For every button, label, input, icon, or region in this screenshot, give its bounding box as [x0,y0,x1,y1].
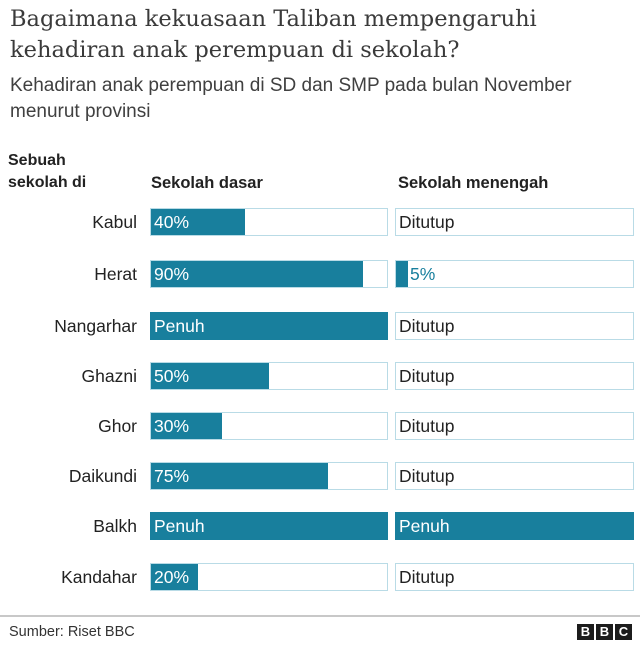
bar-fill [151,261,364,287]
bar-value-label: Ditutup [399,416,455,436]
secondary-school-bar: Ditutup [395,462,634,490]
bar-fill [151,564,199,590]
primary-school-bar: Penuh [150,512,388,540]
primary-school-bar: 75% [150,462,388,490]
secondary-school-bar: Ditutup [395,208,634,236]
primary-school-bar: 50% [150,362,388,390]
bar-fill [396,513,633,539]
primary-school-bar: 20% [150,563,388,591]
primary-school-bar: 30% [150,412,388,440]
bar-value-label: Ditutup [399,366,455,386]
bar-value-label: 5% [410,264,436,284]
footer-divider [0,615,640,617]
bar-fill [151,313,387,339]
bar-fill [151,363,269,389]
secondary-school-bar: Ditutup [395,563,634,591]
secondary-school-bar: Penuh [395,512,634,540]
secondary-school-bar: Ditutup [395,412,634,440]
chart-row: Ghazni 50% Ditutup [0,362,640,390]
bbc-logo-letter: C [615,624,632,640]
bbc-logo: B B C [577,624,632,640]
bbc-logo-letter: B [577,624,594,640]
bar-value-label: Ditutup [399,212,455,232]
chart-row: Nangarhar Penuh Ditutup [0,312,640,340]
chart-title: Bagaimana kekuasaan Taliban mempengaruhi… [10,6,537,63]
province-label: Kabul [92,212,137,232]
province-label: Herat [94,264,137,284]
bar-value-label: 50% [154,366,190,386]
primary-school-bar: Penuh [150,312,388,340]
province-label: Kandahar [61,567,137,587]
secondary-school-bar: Ditutup [395,362,634,390]
bar-value-label: Penuh [399,516,450,536]
province-label: Ghazni [81,366,137,386]
bar-fill [151,513,387,539]
bar-fill [151,463,328,489]
chart-row: Daikundi 75% Ditutup [0,462,640,490]
source-note: Sumber: Riset BBC [9,624,135,640]
chart-row: Kandahar 20% Ditutup [0,563,640,591]
bar-value-label: Penuh [154,516,205,536]
bar-value-label: Ditutup [399,466,455,486]
chart-row: Ghor 30% Ditutup [0,412,640,440]
bar-value-label: Ditutup [399,316,455,336]
primary-school-bar: 40% [150,208,388,236]
bar-fill [151,209,246,235]
bar-value-label: 20% [154,567,190,587]
secondary-column-header: Sekolah menengah [398,174,549,192]
province-column-header: Sebuah sekolah di [8,152,87,191]
primary-school-bar: 90% [150,260,388,288]
bar-value-label: 40% [154,212,190,232]
primary-column-header: Sekolah dasar [151,174,263,192]
bar-value-label: Penuh [154,316,205,336]
bar-fill [151,413,222,439]
province-label: Daikundi [68,466,137,486]
bar-value-label: 90% [154,264,190,284]
bar-fill [396,261,408,287]
bbc-logo-letter: B [596,624,613,640]
secondary-school-bar: Ditutup [395,312,634,340]
chart-row: Balkh Penuh Penuh [0,512,640,540]
bar-value-label: 30% [154,416,190,436]
province-label: Balkh [93,516,137,536]
bar-value-label: 75% [154,466,190,486]
chart-subtitle: Kehadiran anak perempuan di SD dan SMP p… [10,75,572,122]
chart-row: Kabul 40% Ditutup [0,208,640,236]
province-label: Nangarhar [54,316,137,336]
province-label: Ghor [98,416,137,436]
secondary-school-bar: 5% [395,260,634,288]
bar-value-label: Ditutup [399,567,455,587]
chart-row: Herat 90% 5% [0,260,640,288]
